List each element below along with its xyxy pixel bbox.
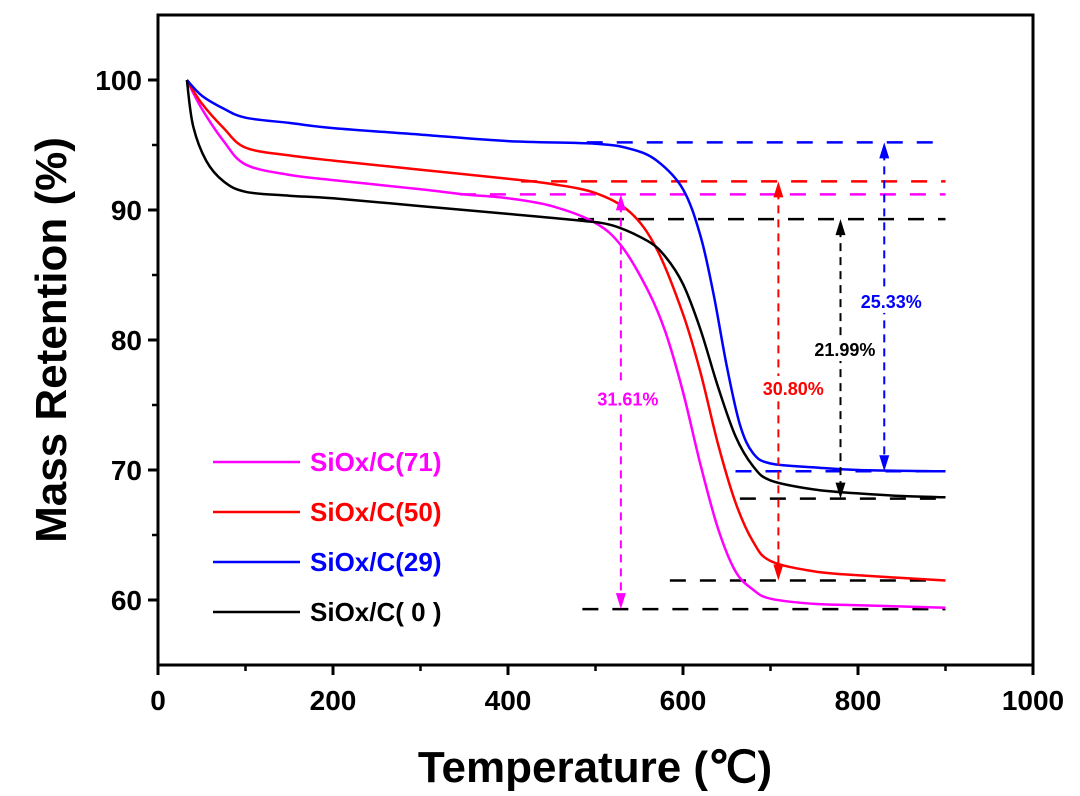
x-tick-label: 400 bbox=[485, 685, 532, 716]
series-line-siox-c-50 bbox=[185, 79, 946, 582]
legend-label: SiOx/C(71) bbox=[310, 447, 442, 477]
annotation-label-bg bbox=[800, 337, 889, 361]
annotations: 31.61% 30.80% 21.99% 25.33% bbox=[583, 142, 936, 610]
series-line-siox-c-0 bbox=[185, 79, 946, 499]
arrow-head-down-icon bbox=[879, 455, 890, 472]
arrow-head-up-icon bbox=[835, 219, 846, 236]
x-tick-label: 200 bbox=[310, 685, 357, 716]
y-axis-title: Mass Retention (%) bbox=[27, 137, 76, 543]
y-tick-label: 100 bbox=[95, 65, 142, 96]
axes: 0 200 400 600 800 1000 60 70 80 90 100 bbox=[95, 65, 1064, 716]
x-tick-label: 1000 bbox=[1002, 685, 1064, 716]
annotation-label: 21.99% bbox=[814, 340, 875, 360]
x-tick-label: 600 bbox=[660, 685, 707, 716]
legend: SiOx/C(71) SiOx/C(50) SiOx/C(29) SiOx/C( 0 … bbox=[213, 447, 442, 627]
legend-label: SiOx/C(29) bbox=[310, 547, 442, 577]
y-tick-label: 70 bbox=[111, 455, 142, 486]
legend-label: SiOx/C(50) bbox=[310, 497, 442, 527]
legend-label: SiOx/C( 0 ) bbox=[310, 597, 441, 627]
y-tick-label: 80 bbox=[111, 325, 142, 356]
annotation-label: 31.61% bbox=[597, 389, 658, 409]
plot-frame bbox=[156, 13, 1035, 667]
arrow-head-down-icon bbox=[615, 593, 626, 610]
arrow-head-up-icon bbox=[773, 181, 784, 198]
annotation-label-bg bbox=[749, 376, 838, 400]
x-tick-label: 0 bbox=[150, 685, 166, 716]
series-line-siox-c-29 bbox=[185, 79, 946, 473]
annotation-label: 25.33% bbox=[861, 292, 922, 312]
annotation-label-bg bbox=[583, 386, 672, 411]
y-tick-label: 90 bbox=[111, 195, 142, 226]
arrow-head-up-icon bbox=[615, 194, 626, 211]
reference-lines bbox=[459, 141, 946, 611]
x-axis-title: Temperature (℃) bbox=[418, 743, 772, 792]
arrow-head-down-icon bbox=[835, 482, 846, 499]
annotation-label: 30.80% bbox=[763, 379, 824, 399]
arrow-head-down-icon bbox=[773, 564, 784, 581]
arrow-head-up-icon bbox=[879, 142, 890, 159]
y-tick-label: 60 bbox=[111, 585, 142, 616]
x-tick-label: 800 bbox=[835, 685, 882, 716]
annotation-label-bg bbox=[847, 288, 936, 313]
